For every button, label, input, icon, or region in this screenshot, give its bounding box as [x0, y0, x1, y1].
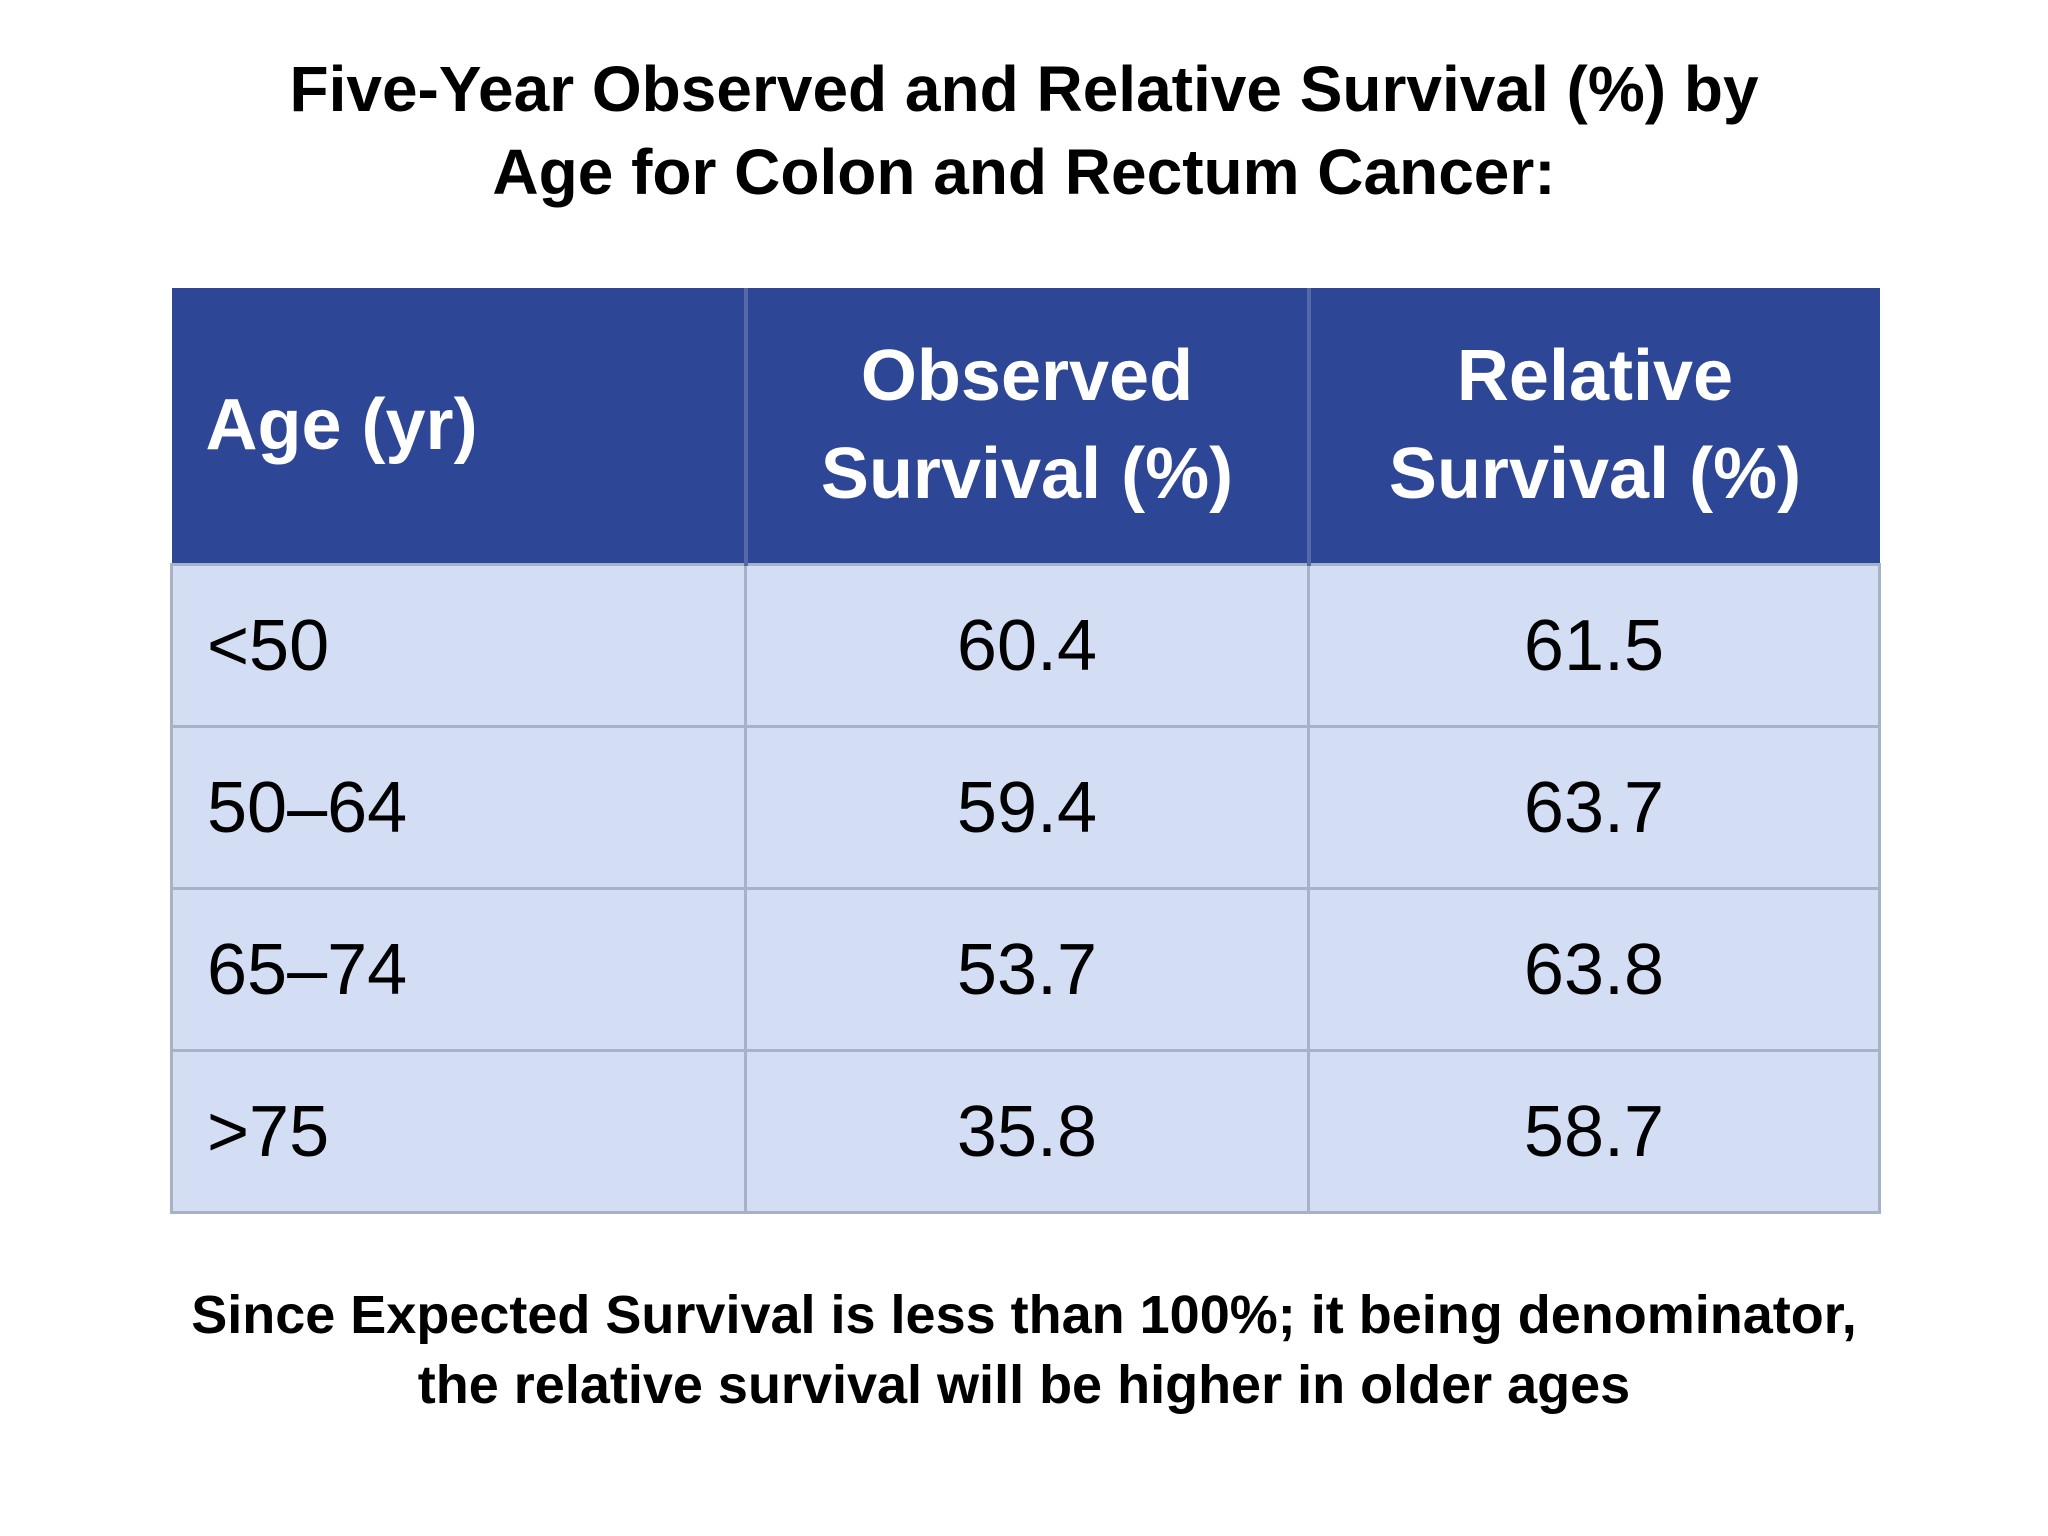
table-row: 65–74 53.7 63.8	[170, 887, 1881, 1052]
column-header-observed-survival: Observed Survival (%)	[745, 288, 1311, 565]
title-line-1: Five-Year Observed and Relative Survival…	[289, 53, 1759, 125]
column-header-age: Age (yr)	[171, 288, 748, 565]
table-header-row: Age (yr) Observed Survival (%) Relative …	[171, 288, 1880, 565]
age-cell: <50	[170, 563, 747, 728]
observed-survival-cell: 53.7	[744, 887, 1310, 1052]
relative-survival-cell: 63.7	[1307, 725, 1881, 890]
age-cell: 50–64	[170, 725, 747, 890]
observed-survival-cell: 35.8	[744, 1049, 1310, 1214]
relative-survival-cell: 58.7	[1307, 1049, 1881, 1214]
observed-survival-cell: 59.4	[744, 725, 1310, 890]
relative-survival-cell: 63.8	[1307, 887, 1881, 1052]
age-cell: 65–74	[170, 887, 747, 1052]
relative-survival-cell: 61.5	[1307, 563, 1881, 728]
footnote-line-2: the relative survival will be higher in …	[417, 1355, 1631, 1416]
age-cell: >75	[170, 1049, 747, 1214]
footnote-line-1: Since Expected Survival is less than 100…	[191, 1285, 1857, 1345]
table-row: >75 35.8 58.7	[170, 1049, 1881, 1214]
footnote: Since Expected Survival is less than 100…	[0, 1280, 2048, 1420]
title-line-2: Age for Colon and Rectum Cancer:	[492, 136, 1556, 209]
survival-table: Age (yr) Observed Survival (%) Relative …	[170, 288, 1881, 1214]
column-header-relative-survival: Relative Survival (%)	[1308, 288, 1880, 565]
page-title: Five-Year Observed and Relative Survival…	[0, 48, 2048, 214]
table-row: <50 60.4 61.5	[170, 563, 1881, 728]
observed-survival-cell: 60.4	[744, 563, 1310, 728]
table-row: 50–64 59.4 63.7	[170, 725, 1881, 890]
